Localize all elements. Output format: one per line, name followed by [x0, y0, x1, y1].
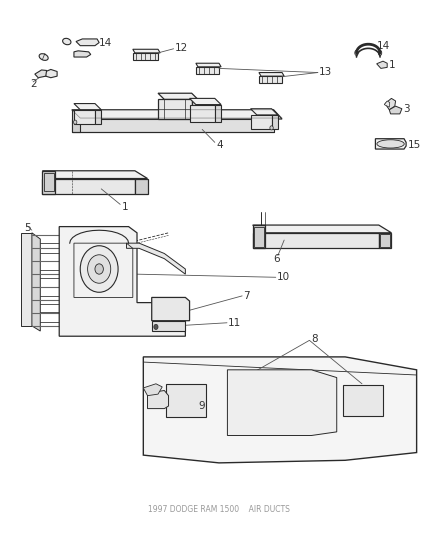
Polygon shape [21, 233, 32, 326]
Polygon shape [76, 39, 99, 46]
Polygon shape [272, 115, 278, 130]
Text: 3: 3 [403, 104, 410, 114]
Ellipse shape [95, 264, 103, 274]
Polygon shape [166, 384, 206, 417]
Polygon shape [42, 171, 55, 194]
Ellipse shape [74, 120, 77, 124]
Polygon shape [72, 110, 282, 119]
Text: 1: 1 [389, 60, 396, 70]
Polygon shape [384, 101, 390, 107]
Polygon shape [251, 109, 278, 115]
Polygon shape [59, 227, 185, 336]
Ellipse shape [154, 324, 158, 329]
Polygon shape [143, 384, 162, 395]
Text: 4: 4 [217, 140, 223, 150]
Text: 1997 DODGE RAM 1500    AIR DUCTS: 1997 DODGE RAM 1500 AIR DUCTS [148, 505, 290, 514]
Polygon shape [385, 99, 396, 110]
Polygon shape [133, 49, 160, 53]
Text: 11: 11 [228, 318, 241, 328]
Polygon shape [158, 100, 192, 119]
Polygon shape [227, 370, 337, 435]
Polygon shape [259, 76, 282, 83]
Polygon shape [143, 357, 417, 463]
Polygon shape [74, 103, 101, 110]
Polygon shape [95, 110, 101, 124]
Ellipse shape [270, 126, 273, 130]
Text: 12: 12 [175, 43, 188, 53]
Polygon shape [127, 243, 185, 274]
Polygon shape [379, 233, 392, 248]
Polygon shape [135, 179, 148, 194]
Ellipse shape [80, 246, 118, 292]
Polygon shape [375, 139, 406, 149]
Polygon shape [190, 104, 215, 122]
Polygon shape [35, 70, 46, 78]
Polygon shape [158, 93, 198, 100]
Text: 14: 14 [377, 41, 390, 51]
Ellipse shape [39, 54, 48, 60]
Text: 2: 2 [30, 79, 36, 89]
Polygon shape [190, 99, 221, 104]
Polygon shape [196, 67, 219, 74]
Polygon shape [133, 53, 158, 60]
Polygon shape [148, 391, 169, 409]
Polygon shape [259, 72, 284, 76]
Polygon shape [192, 100, 198, 119]
Polygon shape [72, 110, 80, 132]
Polygon shape [253, 233, 379, 248]
Polygon shape [152, 297, 190, 321]
Polygon shape [389, 106, 402, 114]
Polygon shape [343, 385, 383, 416]
Text: 1: 1 [121, 202, 128, 212]
Polygon shape [45, 69, 57, 78]
Polygon shape [152, 321, 185, 331]
Polygon shape [196, 63, 221, 67]
Polygon shape [251, 115, 272, 130]
Text: 15: 15 [407, 140, 420, 150]
Polygon shape [74, 110, 95, 124]
Ellipse shape [377, 140, 404, 148]
Polygon shape [74, 51, 91, 57]
Ellipse shape [378, 50, 382, 55]
Polygon shape [377, 61, 387, 68]
Polygon shape [42, 171, 148, 179]
Text: 7: 7 [244, 291, 250, 301]
Text: 14: 14 [98, 37, 112, 47]
Text: 13: 13 [319, 67, 332, 77]
Polygon shape [253, 225, 265, 248]
Text: 8: 8 [311, 334, 318, 344]
Ellipse shape [88, 255, 111, 283]
Ellipse shape [355, 50, 358, 55]
Polygon shape [215, 104, 221, 122]
Text: 10: 10 [277, 272, 290, 282]
Polygon shape [72, 119, 274, 132]
Text: 9: 9 [199, 401, 205, 411]
Text: 5: 5 [25, 223, 31, 232]
Polygon shape [253, 225, 392, 233]
Polygon shape [42, 179, 135, 194]
Ellipse shape [63, 38, 71, 45]
Polygon shape [32, 233, 40, 331]
Text: 6: 6 [273, 254, 280, 264]
